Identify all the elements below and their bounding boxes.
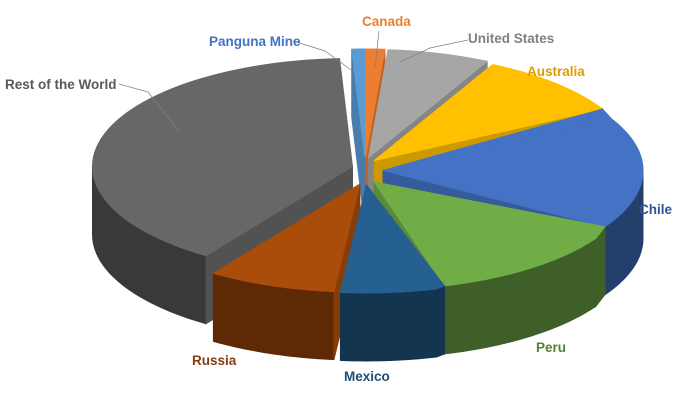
- svg-text:Australia: Australia: [527, 64, 585, 79]
- svg-text:Mexico: Mexico: [344, 369, 390, 384]
- svg-text:Panguna Mine: Panguna Mine: [209, 34, 301, 49]
- svg-text:United States: United States: [468, 31, 554, 46]
- svg-text:Rest of the World: Rest of the World: [5, 77, 117, 92]
- svg-text:Russia: Russia: [192, 353, 237, 368]
- svg-text:Peru: Peru: [536, 340, 566, 355]
- svg-text:Chile: Chile: [639, 202, 672, 217]
- svg-text:Canada: Canada: [362, 14, 411, 29]
